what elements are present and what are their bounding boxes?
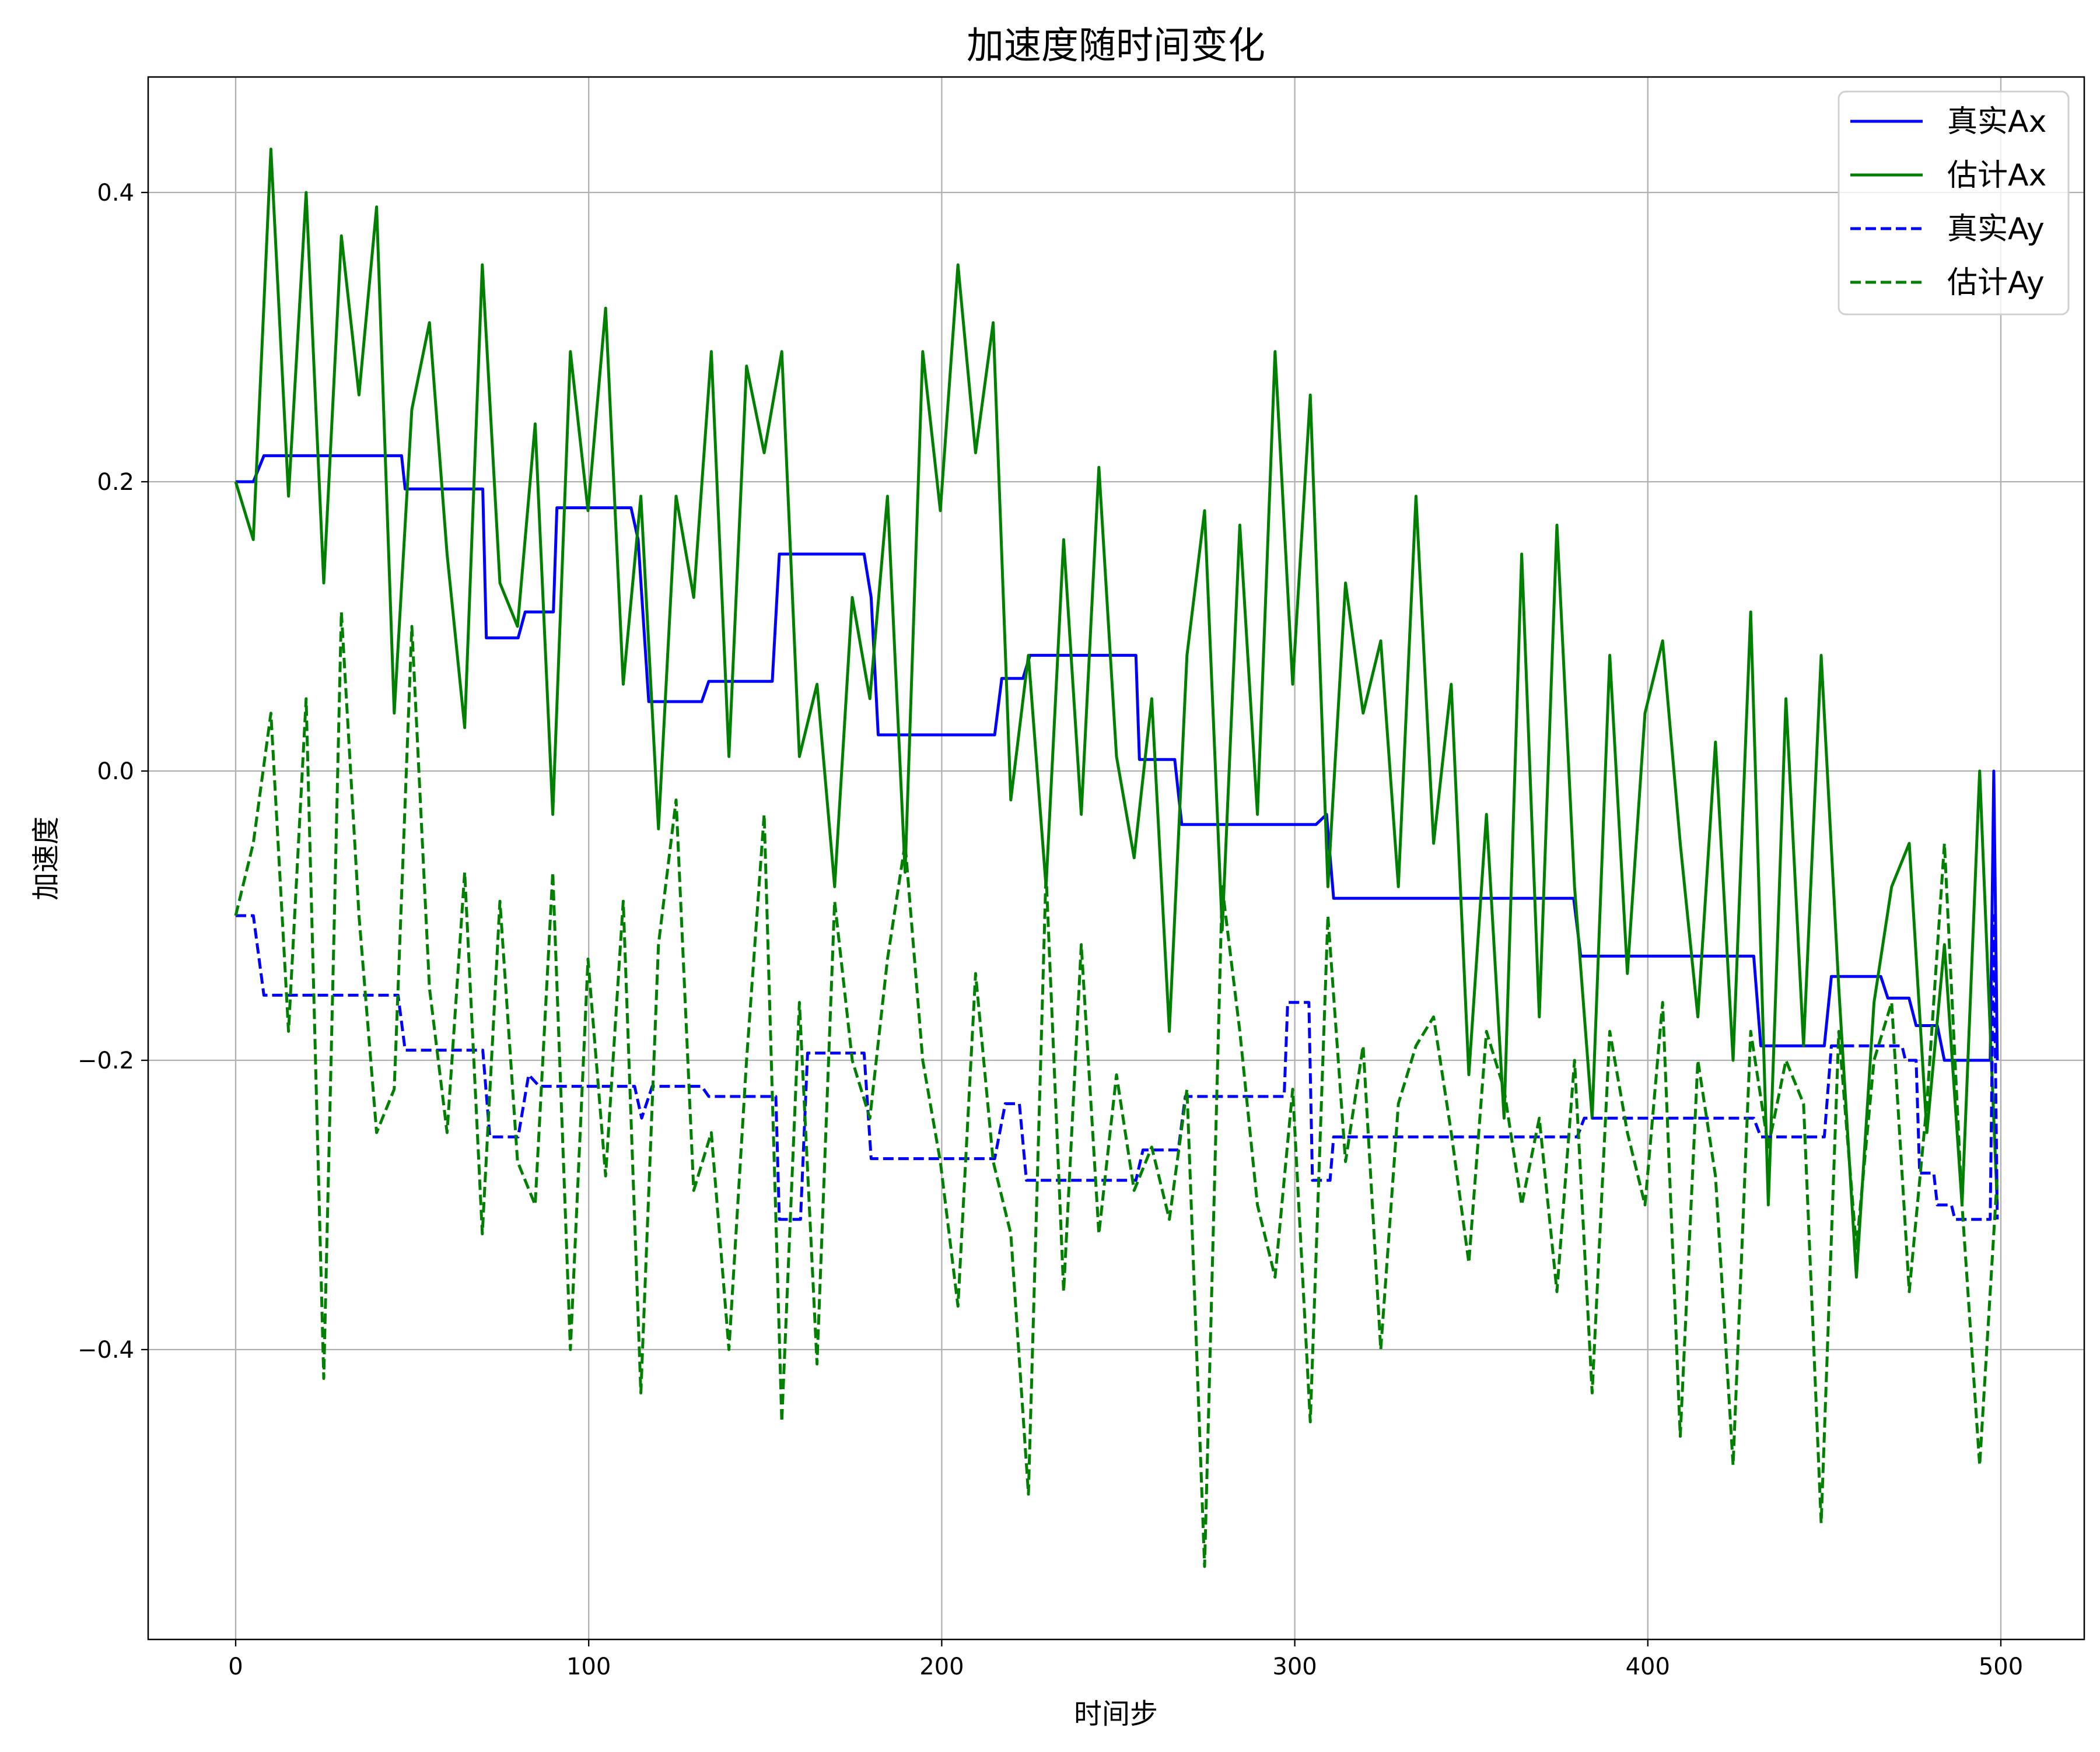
y-axis-label: 加速度 (30, 817, 62, 900)
legend-label: 真实Ax (1947, 104, 2046, 139)
y-tick-label: −0.4 (78, 1337, 134, 1364)
legend: 真实Ax 估计Ax 真实Ay 估计Ay (1838, 90, 2070, 316)
y-tick-label: 0.2 (97, 469, 134, 496)
series-line-2 (234, 148, 1999, 1279)
x-tick-label: 300 (1272, 1653, 1317, 1680)
legend-label: 估计Ax (1947, 158, 2046, 193)
series-line-1 (236, 454, 1999, 1062)
grid (148, 77, 2084, 1639)
y-tick-label: −0.2 (78, 1047, 134, 1074)
x-tick-label: 0 (228, 1653, 243, 1680)
x-tick-label: 400 (1626, 1653, 1670, 1680)
legend-label: 真实Ay (1947, 212, 2045, 247)
y-tick-label: 0.0 (97, 758, 134, 785)
x-tick-label: 100 (566, 1653, 611, 1680)
series-line-3 (236, 914, 1999, 1221)
x-tick-label: 200 (919, 1653, 964, 1680)
chart-title: 加速度随时间变化 (967, 24, 1265, 68)
legend-box (1838, 90, 2070, 316)
series-layer (234, 148, 1999, 1568)
axis-ticks: 0 100 200 300 400 500 −0.4 −0.2 0.0 0.2 0.4 (78, 180, 2023, 1680)
x-axis-label: 时间步 (1074, 1698, 1158, 1730)
plot-frame (147, 76, 2085, 1641)
x-tick-label: 500 (1979, 1653, 2023, 1680)
series-line-4 (234, 610, 1999, 1568)
legend-label: 估计Ay (1947, 265, 2045, 300)
y-tick-label: 0.4 (97, 180, 134, 206)
